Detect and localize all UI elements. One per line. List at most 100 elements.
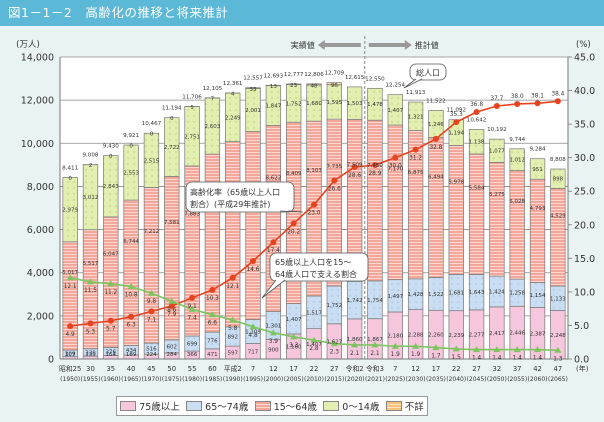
total-population-callout <box>409 63 447 81</box>
support-ratio-label: 2.1 <box>370 351 380 357</box>
aging-rate-label: 20.2 <box>287 229 300 235</box>
support-ratio-point <box>86 278 94 285</box>
bar-segment-0-14 <box>509 148 525 171</box>
support-ratio-point <box>269 329 277 336</box>
x-tick-year-label: (2020) <box>345 376 365 383</box>
aging-rate-point <box>107 317 114 324</box>
aging-rate-point <box>554 98 561 105</box>
bar-label: 900 <box>268 347 279 353</box>
bar-total-label: 12,361 <box>223 81 243 87</box>
support-ratio-point <box>412 342 420 349</box>
support-ratio-point <box>127 283 135 290</box>
x-tick-year-label: (2035) <box>426 376 446 383</box>
bar-label: 1,627 <box>326 339 342 345</box>
bar-label: 2,288 <box>408 332 424 338</box>
aging-rate-label: 7.9 <box>167 312 177 318</box>
bar-label: 1,246 <box>428 122 444 128</box>
aging-rate-callout-line1: 高齢化率（65歳以上人口 <box>190 187 280 197</box>
support-ratio-label: 2.3 <box>330 350 340 356</box>
bar-total-label: 9,284 <box>530 147 546 153</box>
support-ratio-point <box>534 346 542 353</box>
support-ratio-point <box>391 342 399 349</box>
bar-label: 1,154 <box>530 293 546 299</box>
y-left-tick-label: 14,000 <box>21 53 54 64</box>
bar-label: 1,194 <box>448 131 464 137</box>
support-ratio-point <box>229 316 237 323</box>
bar-segment-15-64 <box>428 136 444 278</box>
x-tick-year-label: (2065) <box>548 376 568 383</box>
bar-label: 366 <box>187 352 198 358</box>
projected-label: 推計値 <box>415 40 439 50</box>
aging-rate-label: 23.0 <box>308 211 321 217</box>
x-tick-label: 47 <box>554 365 563 373</box>
support-ratio-callout <box>269 252 369 282</box>
bar-label: 338 <box>85 350 96 356</box>
bar-label: 1,754 <box>367 298 383 304</box>
aging-rate-point <box>209 286 216 293</box>
bar-label: 1,478 <box>367 102 383 108</box>
bar-total-label: 11,194 <box>162 106 182 112</box>
bar-label-unknown: 0 <box>150 132 154 138</box>
aging-rate-point <box>128 313 135 320</box>
support-ratio-label: 12.1 <box>64 284 77 290</box>
x-tick-label: 22 <box>452 365 461 373</box>
y-left-tick-label: 4,000 <box>27 268 54 279</box>
bar-label-unknown: 0 <box>68 176 72 182</box>
support-ratio-label: 3.9 <box>269 339 279 345</box>
x-tick-label: 22 <box>310 365 319 373</box>
aging-rate-label: 38.0 <box>511 94 524 100</box>
x-tick-year-label: (1955) <box>81 376 101 383</box>
aging-rate-label: 17.4 <box>267 248 280 254</box>
legend-item-unknown: 不詳 <box>385 399 424 413</box>
bar-label: 2,239 <box>448 333 464 339</box>
bar-total-label: 9,430 <box>103 144 119 150</box>
bar-label: 7,509 <box>347 163 363 169</box>
x-tick-label: 17 <box>289 365 298 373</box>
bar-label: 107 <box>65 352 76 358</box>
bar-label: 1,407 <box>286 317 302 323</box>
bar-label: 898 <box>553 177 564 183</box>
bar-label: 2,180 <box>387 333 403 339</box>
bar-label: 1,138 <box>469 140 485 146</box>
bar-label: 7,212 <box>144 229 160 235</box>
x-tick-year-label: (2060) <box>528 376 548 383</box>
bar-label: 2,417 <box>489 331 505 337</box>
bar-segment-0-14 <box>367 87 383 121</box>
bar-label: 2,722 <box>164 145 180 151</box>
x-tick-label: 35 <box>106 365 115 373</box>
bar-total-label: 12,709 <box>325 71 345 77</box>
bar-total-label: 8,411 <box>62 166 78 172</box>
bar-segment-0-14 <box>164 117 180 177</box>
legend-label: 65～74歳 <box>205 402 249 413</box>
x-tick-year-label: (1995) <box>243 376 263 383</box>
x-tick-label: 32 <box>493 365 502 373</box>
support-ratio-point <box>330 340 338 347</box>
x-tick-year-label: (2015) <box>324 376 344 383</box>
bar-label: 1,497 <box>387 294 403 300</box>
bar-total-label: 11,522 <box>426 98 446 104</box>
support-ratio-point <box>310 336 318 343</box>
bar-segment-15-64 <box>225 141 241 328</box>
bar-label: 1,742 <box>347 298 363 304</box>
bar-label: 1,160 <box>286 344 302 350</box>
bar-label-unknown: 5 <box>190 105 194 111</box>
bar-total-label: 12,254 <box>385 83 405 89</box>
legend-item-15-64: 15～64歳 <box>254 399 317 413</box>
aging-rate-label: 38.1 <box>531 93 544 99</box>
aging-rate-label: 5.7 <box>106 327 116 333</box>
y-right-tick-label: 5.0 <box>574 321 589 332</box>
legend-swatch <box>323 401 340 411</box>
support-ratio-label: 8.6 <box>167 307 177 313</box>
bar-label: 1,517 <box>306 310 322 316</box>
x-tick-year-label: (2021) <box>365 376 385 383</box>
bar-total-label: 8,808 <box>550 157 566 163</box>
aging-rate-point <box>351 164 358 171</box>
support-ratio-point <box>432 344 440 351</box>
support-ratio-point <box>188 305 196 312</box>
support-ratio-label: 2.1 <box>350 351 360 357</box>
aging-rate-callout <box>185 181 295 213</box>
bar-label: 2,260 <box>428 333 444 339</box>
support-ratio-point <box>493 346 501 353</box>
aging-rate-point <box>514 100 521 107</box>
bar-label-unknown: 48 <box>311 83 318 89</box>
